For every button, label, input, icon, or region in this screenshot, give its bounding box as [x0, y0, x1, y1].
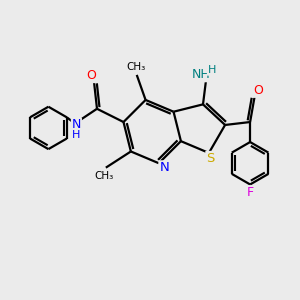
Text: O: O [86, 69, 96, 82]
Text: H: H [72, 130, 81, 140]
Text: N: N [72, 118, 81, 131]
Text: H: H [208, 65, 216, 75]
Text: F: F [247, 186, 254, 199]
Text: CH₃: CH₃ [127, 62, 146, 72]
Text: S: S [206, 152, 214, 165]
Text: O: O [253, 84, 263, 97]
Text: N: N [159, 161, 169, 174]
Text: CH₃: CH₃ [95, 171, 114, 181]
Text: NH: NH [191, 68, 210, 81]
